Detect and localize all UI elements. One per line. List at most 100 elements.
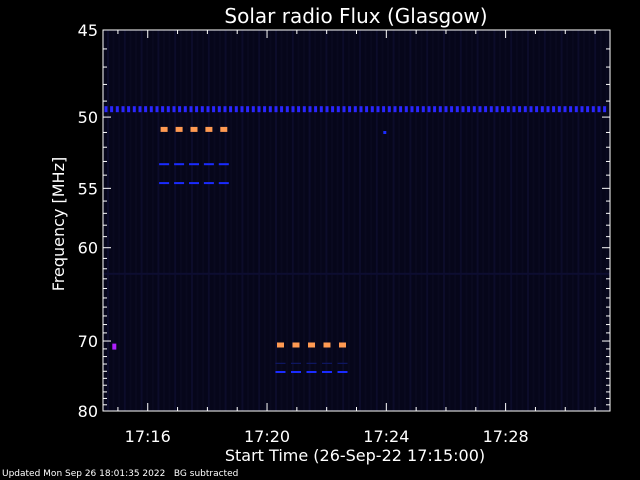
stripe [118, 30, 121, 411]
stripe [504, 30, 507, 411]
emission-dash [220, 126, 228, 132]
stripe [443, 30, 445, 411]
stripe [291, 30, 294, 411]
stripe [107, 30, 109, 411]
emission-dot [421, 106, 425, 113]
y-tick-label: 50 [78, 108, 98, 127]
emission-dot [489, 106, 493, 113]
stripe [448, 30, 451, 411]
emission-dot [172, 106, 176, 113]
stripe [331, 30, 333, 411]
emission-dot [302, 106, 306, 113]
stripe [515, 30, 518, 411]
emission-dot [183, 106, 187, 113]
x-tick-label: 17:24 [363, 427, 409, 446]
stripe [163, 30, 165, 411]
stripe [487, 30, 490, 411]
dim-band [103, 272, 610, 275]
emission-dot [540, 106, 544, 113]
emission-dash [174, 163, 185, 166]
stripe [319, 30, 322, 411]
stripe [403, 30, 406, 411]
emission-dash [337, 362, 348, 364]
emission-dot [387, 106, 391, 113]
emission-dot [178, 106, 182, 113]
stripe [482, 30, 485, 411]
emission-dash [218, 163, 229, 166]
x-axis: 17:16 17:20 17:24 17:28 [117, 30, 596, 446]
emission-dot [274, 106, 278, 113]
stripe [286, 30, 289, 411]
stripe [207, 30, 210, 411]
stripe [499, 30, 501, 411]
emission-features [103, 106, 610, 373]
emission-dot [314, 106, 318, 113]
stripe [571, 30, 574, 411]
stripe [381, 30, 384, 411]
stripe [179, 30, 182, 411]
emission-dot [472, 106, 476, 113]
emission-dash [322, 362, 332, 364]
emission-dot [569, 106, 573, 113]
emission-dot [591, 106, 595, 113]
stripe [303, 30, 305, 411]
stripe [297, 30, 300, 411]
emission-dot [104, 106, 108, 113]
emission-dash [323, 342, 331, 348]
emission-dot [552, 106, 556, 113]
stripe [493, 30, 496, 411]
stripe [476, 30, 479, 411]
emission-dash [306, 362, 317, 364]
emission-dash [275, 362, 286, 364]
emission-dash [339, 342, 346, 348]
stripe [252, 30, 255, 411]
emission-dot [433, 106, 437, 113]
emission-dot [410, 106, 414, 113]
emission-dash [292, 342, 300, 348]
stripe [426, 30, 429, 411]
x-tick-label: 17:20 [244, 427, 290, 446]
emission-dot [529, 106, 533, 113]
stripe [151, 30, 154, 411]
emission-dot [251, 106, 255, 113]
stripe [224, 30, 227, 411]
emission-spot [112, 343, 117, 350]
emission-dot [484, 106, 488, 113]
emission-dot [535, 106, 539, 113]
stripe [594, 30, 597, 411]
emission-dot [240, 106, 244, 113]
y-tick-label: 80 [78, 402, 98, 421]
emission-dash [337, 371, 348, 373]
emission-dash [189, 163, 199, 166]
stripe [174, 30, 177, 411]
emission-dot [461, 106, 465, 113]
emission-dot [580, 106, 584, 113]
stripe [599, 30, 602, 411]
x-tick-label: 17:16 [125, 427, 171, 446]
stripe [275, 30, 277, 411]
stripe-texture [107, 30, 608, 411]
stripe [398, 30, 401, 411]
stripe [336, 30, 339, 411]
emission-dot [563, 106, 567, 113]
stripe [510, 30, 513, 411]
stripe [308, 30, 311, 411]
emission-dot [257, 106, 261, 113]
stripe [325, 30, 328, 411]
stripe [129, 30, 132, 411]
emission-dot [376, 106, 380, 113]
emission-dash [205, 126, 213, 132]
stripe [123, 30, 126, 411]
emission-dash [159, 163, 170, 166]
stripe [605, 30, 608, 411]
emission-dot [234, 106, 238, 113]
stripe [146, 30, 149, 411]
stripe [213, 30, 216, 411]
stripe [392, 30, 395, 411]
emission-dot [132, 106, 136, 113]
stripe [314, 30, 317, 411]
stripe [112, 30, 115, 411]
stripe [269, 30, 272, 411]
stripe [168, 30, 171, 411]
emission-dot [161, 106, 165, 113]
